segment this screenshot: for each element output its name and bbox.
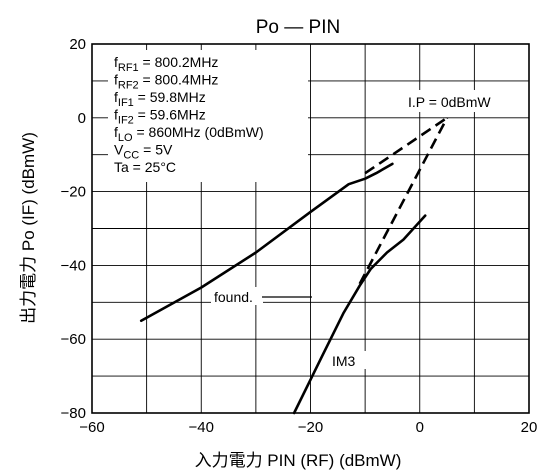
x-tick-label: 0 [416, 419, 424, 436]
x-tick-label: −60 [79, 419, 104, 436]
condition-line: fRF2 = 800.4MHz [114, 72, 218, 92]
intercept-label-bg [401, 90, 513, 112]
x-axis-label: 入力電力 PIN (RF) (dBmW) [195, 451, 402, 470]
y-tick-label: 0 [78, 110, 86, 127]
chart-title: Po — PIN [256, 17, 340, 38]
y-tick-label: −80 [61, 405, 86, 422]
condition-line: fIF1 = 59.8MHz [114, 89, 206, 109]
y-axis-label: 出力電力 Po (IF) (dBmW) [19, 132, 38, 324]
condition-line: fLO = 860MHz (0dBmW) [114, 124, 264, 144]
series-im3 [292, 214, 427, 415]
intercept-label: I.P = 0dBmW [408, 94, 491, 110]
series-found-extrapolation [364, 116, 448, 175]
im3-label: IM3 [332, 353, 356, 369]
found-label-bg [211, 287, 263, 305]
y-tick-label: −20 [61, 184, 86, 201]
condition-line: fRF1 = 800.2MHz [114, 54, 218, 74]
x-tick-label: −20 [298, 419, 323, 436]
im3-label-bg [330, 351, 366, 369]
series-lines [139, 116, 449, 415]
y-tick-label: −60 [61, 331, 86, 348]
condition-line: Ta = 25°C [114, 159, 176, 175]
series-found [139, 162, 394, 323]
series-im3-extrapolation [358, 117, 449, 285]
x-tick-labels: −60 −40 −20 0 20 [79, 419, 537, 436]
y-tick-labels: −80 −60 −40 −20 0 20 [61, 36, 86, 422]
x-tick-label: −40 [189, 419, 214, 436]
x-tick-label: 20 [521, 419, 538, 436]
y-tick-label: 20 [69, 36, 86, 53]
condition-line: VCC = 5V [114, 142, 173, 162]
found-label: found. [214, 289, 253, 305]
y-tick-label: −40 [61, 257, 86, 274]
conditions-box [108, 50, 308, 182]
condition-line: fIF2 = 59.6MHz [114, 107, 206, 127]
